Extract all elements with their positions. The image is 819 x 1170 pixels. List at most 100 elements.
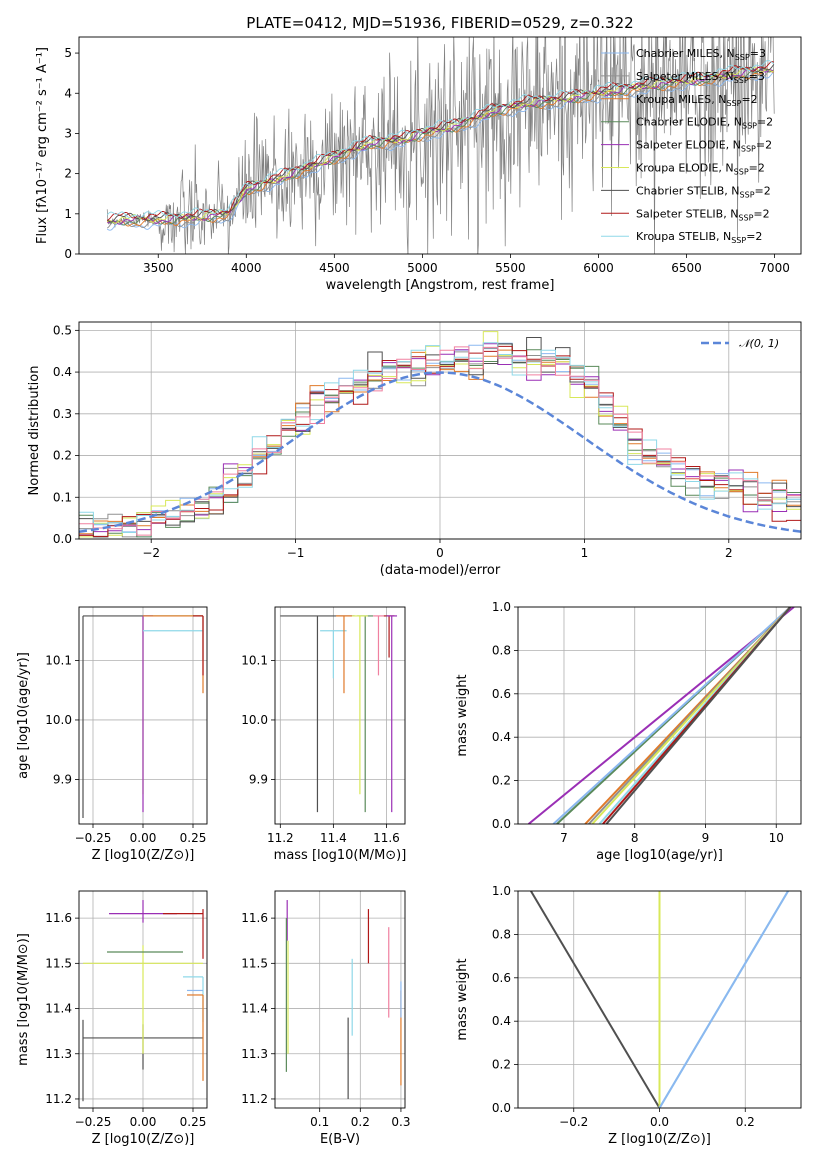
- y-tick-label: 0.0: [53, 532, 72, 546]
- cumulative-line: [658, 891, 789, 1108]
- legend-label-sub: SSP: [742, 122, 757, 131]
- cumulative-line: [530, 891, 661, 1108]
- x-tick-label: 7: [560, 831, 568, 845]
- histogram-salpeter-stelib: [79, 345, 801, 537]
- x-tick-label: 0.1: [310, 1115, 329, 1129]
- y-tick-label: 11.4: [241, 1002, 268, 1016]
- y-tick-label: 2: [64, 167, 72, 181]
- y-tick-label: 10.1: [45, 654, 72, 668]
- x-tick-label: −1: [287, 546, 305, 560]
- y-tick-label: 11.5: [241, 956, 268, 970]
- legend-label-rest: =2: [741, 93, 757, 106]
- panel-cumulative-Z: −0.2 0.0 0.2 0.0 0.2 0.4 0.6 0.8 1.0 Z [log10(Z/Z…: [455, 884, 802, 1147]
- x-axis-label: (data-model)/error: [380, 563, 501, 578]
- panel-residuals: −2 −1 0 1 2 0.0 0.1 0.2 0.3 0.4 0.5 (data-model)/er…: [27, 321, 802, 578]
- legend-label-sub: SSP: [740, 190, 755, 199]
- x-tick-label: −0.25: [75, 831, 112, 845]
- x-tick-label: −0.25: [75, 1115, 112, 1129]
- legend-label-rest: =3: [750, 47, 766, 60]
- y-tick-label: 0.3: [53, 407, 72, 421]
- model-line-kroupa-stelib: [106, 59, 774, 218]
- x-tick-label: 11.2: [267, 831, 294, 845]
- y-tick-label: 0.4: [492, 730, 511, 744]
- legend-label-sub: SSP: [726, 99, 741, 108]
- y-tick-label: 0.8: [492, 643, 511, 657]
- panel-mass-vs-Z: −0.25 0.00 0.25 11.2 11.3 11.4 11.5 11.6 Z [log1…: [16, 890, 208, 1147]
- x-tick-label: 0.25: [180, 831, 207, 845]
- y-tick-label: 0.2: [53, 449, 72, 463]
- x-tick-label: −2: [142, 546, 160, 560]
- y-tick-label: 11.4: [45, 1002, 72, 1016]
- axes-frame: [78, 606, 208, 825]
- x-tick-label: 8: [631, 831, 639, 845]
- x-tick-label: 7000: [759, 261, 790, 275]
- y-tick-label: 0.1: [53, 490, 72, 504]
- y-axis-label: mass weight: [455, 958, 470, 1040]
- y-tick-label: 0.6: [492, 971, 511, 985]
- legend-label: Salpeter ELODIE, NSSP=2: [636, 139, 772, 154]
- x-axis-label: age [log10(age/yr)]: [596, 848, 723, 863]
- axes-frame: [274, 890, 406, 1109]
- y-tick-label: 10.0: [241, 713, 268, 727]
- x-tick-label: 10: [769, 831, 784, 845]
- x-tick-label: 6500: [671, 261, 702, 275]
- plot-area: [527, 607, 795, 824]
- legend-label-sub: SSP: [731, 236, 746, 245]
- y-tick-label: 1.0: [492, 600, 511, 614]
- y-tick-label: 0.0: [492, 817, 511, 831]
- legend-label-sub: SSP: [735, 53, 750, 62]
- legend-label-rest: =2: [746, 230, 762, 243]
- legend: 𝒩(0, 1): [701, 337, 779, 350]
- y-tick-label: 5: [64, 46, 72, 60]
- y-tick-label: 11.3: [45, 1047, 72, 1061]
- x-tick-label: 0.0: [650, 1115, 669, 1129]
- x-axis-label: mass [log10(M/M⊙)]: [274, 848, 407, 863]
- x-tick-label: 6000: [583, 261, 614, 275]
- y-axis-label: mass [log10(M/M⊙)]: [16, 933, 31, 1066]
- x-tick-label: 0.2: [736, 1115, 755, 1129]
- legend-label-rest: =2: [755, 184, 771, 197]
- plot-area: [106, 37, 775, 254]
- y-tick-label: 0.2: [492, 774, 511, 788]
- x-axis-label: E(B-V): [320, 1132, 360, 1147]
- y-tick-label: 0.4: [492, 1014, 511, 1028]
- plot-area: [82, 900, 204, 1102]
- y-axis-label: Flux [fλ10⁻¹⁷ erg cm⁻² s⁻¹ A⁻¹]: [35, 47, 50, 244]
- axes-frame: [274, 606, 406, 825]
- y-axis-label: mass weight: [455, 674, 470, 756]
- x-tick-label: 1: [581, 546, 589, 560]
- x-axis-label: Z [log10(Z/Z⊙)]: [92, 848, 195, 863]
- x-tick-label: 0: [436, 546, 444, 560]
- legend-label-rest: =2: [749, 162, 765, 175]
- y-tick-label: 0.6: [492, 687, 511, 701]
- model-line-chabrier-elodie: [106, 67, 775, 226]
- legend-label: Kroupa STELIB, NSSP=2: [636, 230, 762, 245]
- y-tick-label: 11.2: [241, 1092, 268, 1106]
- x-tick-label: 0.00: [130, 1115, 157, 1129]
- panel-age-vs-Z: −0.25 0.00 0.25 9.9 10.0 10.1 Z [log10(Z/Z⊙)] a…: [16, 606, 208, 863]
- x-axis-label: Z [log10(Z/Z⊙)]: [92, 1132, 195, 1147]
- x-axis-label: wavelength [Angstrom, rest frame]: [326, 278, 555, 293]
- y-tick-label: 0.2: [492, 1058, 511, 1072]
- plot-area: [530, 891, 789, 1108]
- y-tick-label: 11.3: [241, 1047, 268, 1061]
- axes-frame: [78, 321, 802, 540]
- legend-label: Salpeter STELIB, NSSP=2: [636, 207, 770, 222]
- legend-label-sub: SSP: [734, 168, 749, 177]
- model-line-chabrier-stelib: [106, 64, 775, 223]
- y-axis-label: age [log10(age/yr)]: [16, 652, 31, 779]
- plot-area: [285, 900, 402, 1099]
- y-tick-label: 9.9: [249, 772, 268, 786]
- x-tick-label: 9: [702, 831, 710, 845]
- axes-frame: [517, 606, 802, 825]
- plot-area: [280, 615, 398, 813]
- y-tick-label: 1: [64, 207, 72, 221]
- legend-label-rest: =3: [749, 70, 765, 83]
- y-tick-label: 11.5: [45, 956, 72, 970]
- legend-label: Chabrier ELODIE, NSSP=2: [636, 116, 773, 131]
- x-tick-label: 0.00: [130, 831, 157, 845]
- axes-frame: [78, 36, 802, 255]
- y-tick-label: 0.5: [53, 323, 72, 337]
- legend-label-rest: =2: [753, 207, 769, 220]
